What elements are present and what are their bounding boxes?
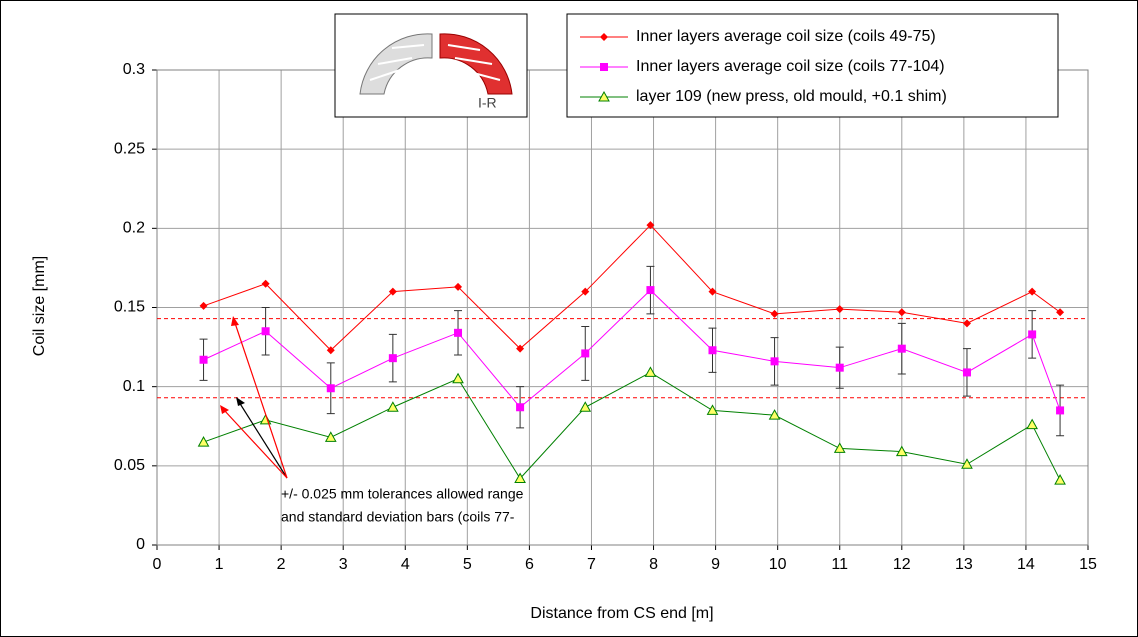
legend-label: Inner layers average coil size (coils 49… <box>636 28 936 45</box>
data-point <box>708 346 717 355</box>
data-point <box>581 349 590 358</box>
x-axis-label: Distance from CS end [m] <box>530 605 713 622</box>
x-tick-label: 7 <box>587 556 596 573</box>
data-point <box>326 384 335 393</box>
data-point <box>514 472 526 483</box>
data-point <box>833 442 846 453</box>
data-point <box>581 287 590 296</box>
y-tick-label: 0 <box>136 536 145 553</box>
inset-coils <box>359 33 513 95</box>
legend-marker <box>598 90 610 102</box>
arrow <box>234 322 288 479</box>
data-point <box>895 445 908 457</box>
data-point <box>646 221 655 230</box>
data-point <box>770 357 779 366</box>
data-point <box>835 363 844 372</box>
data-point <box>516 403 525 412</box>
data-point <box>646 286 655 295</box>
legend-marker <box>600 33 608 41</box>
data-point <box>706 404 719 415</box>
annotation: +/- 0.025 mm tolerances allowed range <box>281 486 524 502</box>
x-tick-label: 3 <box>339 556 348 573</box>
data-point <box>197 436 210 447</box>
legend: Inner layers average coil size (coils 49… <box>580 28 947 105</box>
x-tick-label: 13 <box>955 556 973 573</box>
arrow-head <box>220 405 229 414</box>
arrow-head <box>231 316 239 326</box>
marks <box>157 221 1088 485</box>
y-tick-label: 0.05 <box>114 457 145 474</box>
y-tick-label: 0.15 <box>114 299 145 316</box>
y-tick-label: 0.1 <box>123 378 145 395</box>
data-point <box>387 401 399 412</box>
y-tick-label: 0.3 <box>123 61 145 78</box>
arrow <box>238 401 288 479</box>
data-point <box>1028 330 1037 339</box>
x-tick-label: 2 <box>277 556 286 573</box>
x-tick-label: 0 <box>153 556 162 573</box>
coil-hatch <box>369 44 501 81</box>
x-tick-label: 14 <box>1017 556 1035 573</box>
data-point <box>388 354 397 363</box>
x-tick-label: 11 <box>831 556 848 573</box>
data-point <box>708 287 717 296</box>
data-point <box>962 319 971 328</box>
x-tick-label: 15 <box>1079 556 1097 573</box>
x-tick-label: 4 <box>401 556 410 573</box>
legend-label: Inner layers average coil size (coils 77… <box>636 58 945 75</box>
data-point <box>962 368 971 377</box>
inset-label: I-R <box>478 95 497 111</box>
data-point <box>452 372 464 384</box>
data-point <box>835 305 844 314</box>
data-point <box>261 279 270 288</box>
data-point <box>1054 474 1066 485</box>
data-point <box>388 287 397 296</box>
data-point <box>516 344 525 353</box>
y-axis-label: Coil size [mm] <box>31 256 48 356</box>
y-tick-label: 0.25 <box>114 140 145 157</box>
legend-box <box>566 13 1059 118</box>
data-point <box>1026 418 1038 430</box>
data-point <box>961 458 973 469</box>
data-point <box>1056 406 1065 415</box>
data-point <box>199 301 208 310</box>
data-point <box>324 431 337 442</box>
data-point <box>1028 287 1037 296</box>
data-point <box>897 308 906 317</box>
data-point <box>326 346 335 355</box>
arrow <box>223 409 288 479</box>
data-point <box>454 328 463 337</box>
x-tick-label: 10 <box>769 556 787 573</box>
data-point <box>644 366 657 377</box>
x-tick-label: 9 <box>711 556 720 573</box>
legend-marker <box>600 63 608 71</box>
y-tick-label: 0.2 <box>123 220 145 237</box>
data-point <box>1056 308 1065 317</box>
data-point <box>579 401 592 412</box>
coil-gray <box>359 33 433 95</box>
data-point <box>454 282 463 291</box>
data-point <box>897 344 906 353</box>
x-tick-label: 6 <box>525 556 534 573</box>
data-point <box>261 327 270 336</box>
x-tick-label: 12 <box>893 556 911 573</box>
annotation-arrows <box>220 316 288 479</box>
arrow-head <box>236 397 245 406</box>
annotation: and standard deviation bars (coils 77- <box>281 509 515 525</box>
data-point <box>768 409 781 420</box>
x-tick-label: 8 <box>649 556 658 573</box>
x-tick-label: 1 <box>215 556 224 573</box>
x-tick-label: 5 <box>463 556 472 573</box>
data-point <box>770 309 779 318</box>
legend-label: layer 109 (new press, old mould, +0.1 sh… <box>636 88 947 105</box>
data-point <box>199 355 208 364</box>
